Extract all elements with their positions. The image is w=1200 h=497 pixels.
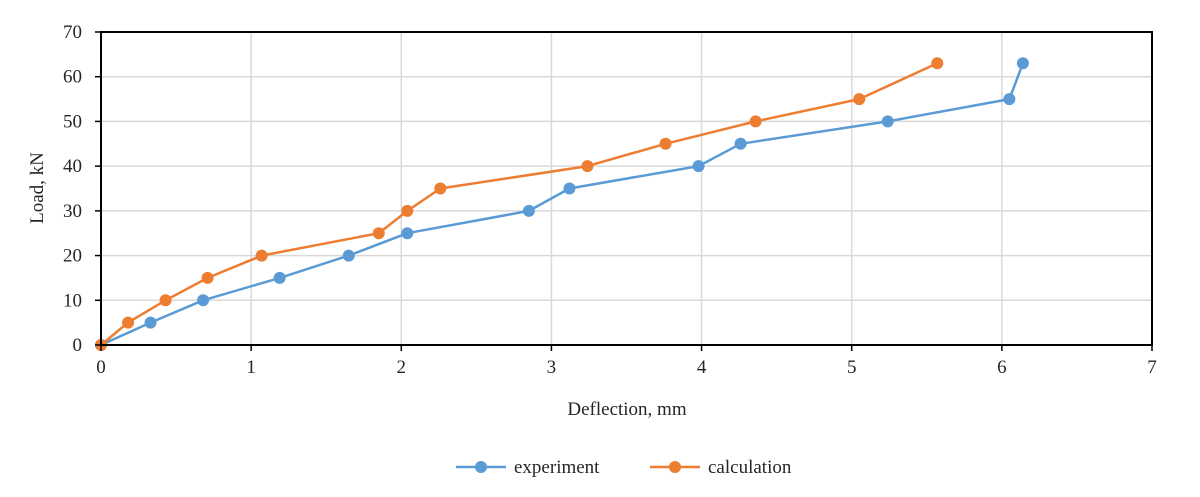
y-tick-label: 10 [63,290,82,311]
y-tick-label: 70 [63,22,82,43]
axis-ticks [95,31,1153,351]
x-axis-tick-labels: 0 1 2 3 4 5 6 7 [96,357,1157,378]
data-point-experiment [342,249,355,262]
data-point-experiment [734,137,747,150]
x-axis-title: Deflection, mm [567,399,686,420]
data-point-experiment [522,204,535,217]
data-point-calculation [434,182,447,195]
x-tick-label: 1 [246,357,256,378]
legend-label-calculation: calculation [708,457,792,478]
data-point-calculation [159,294,172,307]
x-tick-label: 5 [847,357,857,378]
data-point-experiment [881,115,894,128]
data-point-calculation [931,57,944,70]
data-point-experiment [273,271,286,284]
data-point-calculation [255,249,268,262]
data-point-experiment [401,227,414,240]
legend-marker-calculation [669,461,681,473]
data-point-experiment [563,182,576,195]
y-tick-label: 50 [63,111,82,132]
legend: experiment calculation [456,457,792,478]
data-point-calculation [372,227,385,240]
data-point-experiment [144,316,157,329]
series-line-experiment [100,62,1025,347]
data-point-experiment [197,294,210,307]
x-tick-label: 0 [96,357,106,378]
x-tick-label: 7 [1147,357,1157,378]
y-tick-label: 30 [63,201,82,222]
y-tick-label: 40 [63,156,82,177]
data-point-calculation [749,115,762,128]
x-tick-label: 6 [997,357,1007,378]
plot-area-frame [100,31,1153,346]
x-tick-label: 3 [547,357,557,378]
y-tick-label: 60 [63,67,82,88]
legend-item-experiment: experiment [456,457,600,478]
x-tick-label: 2 [397,357,407,378]
series-experiment [95,57,1029,351]
data-point-calculation [581,160,594,173]
gridlines [101,32,1152,345]
series-calculation [95,57,944,351]
y-tick-label: 0 [73,335,83,356]
series-line-calculation [100,62,938,346]
data-point-calculation [401,204,414,217]
data-point-experiment [1003,93,1016,106]
x-tick-label: 4 [697,357,707,378]
data-point-experiment [1016,57,1029,70]
y-axis-title: Load, kN [27,152,48,224]
y-axis-tick-labels: 0 10 20 30 40 50 60 70 [63,22,82,356]
data-point-calculation [853,93,866,106]
legend-marker-experiment [475,461,487,473]
data-point-calculation [201,271,214,284]
legend-item-calculation: calculation [650,457,792,478]
legend-label-experiment: experiment [514,457,600,478]
series-layer [95,57,1029,351]
data-point-calculation [659,137,672,150]
data-point-experiment [692,160,705,173]
data-point-calculation [122,316,135,329]
y-tick-label: 20 [63,246,82,267]
